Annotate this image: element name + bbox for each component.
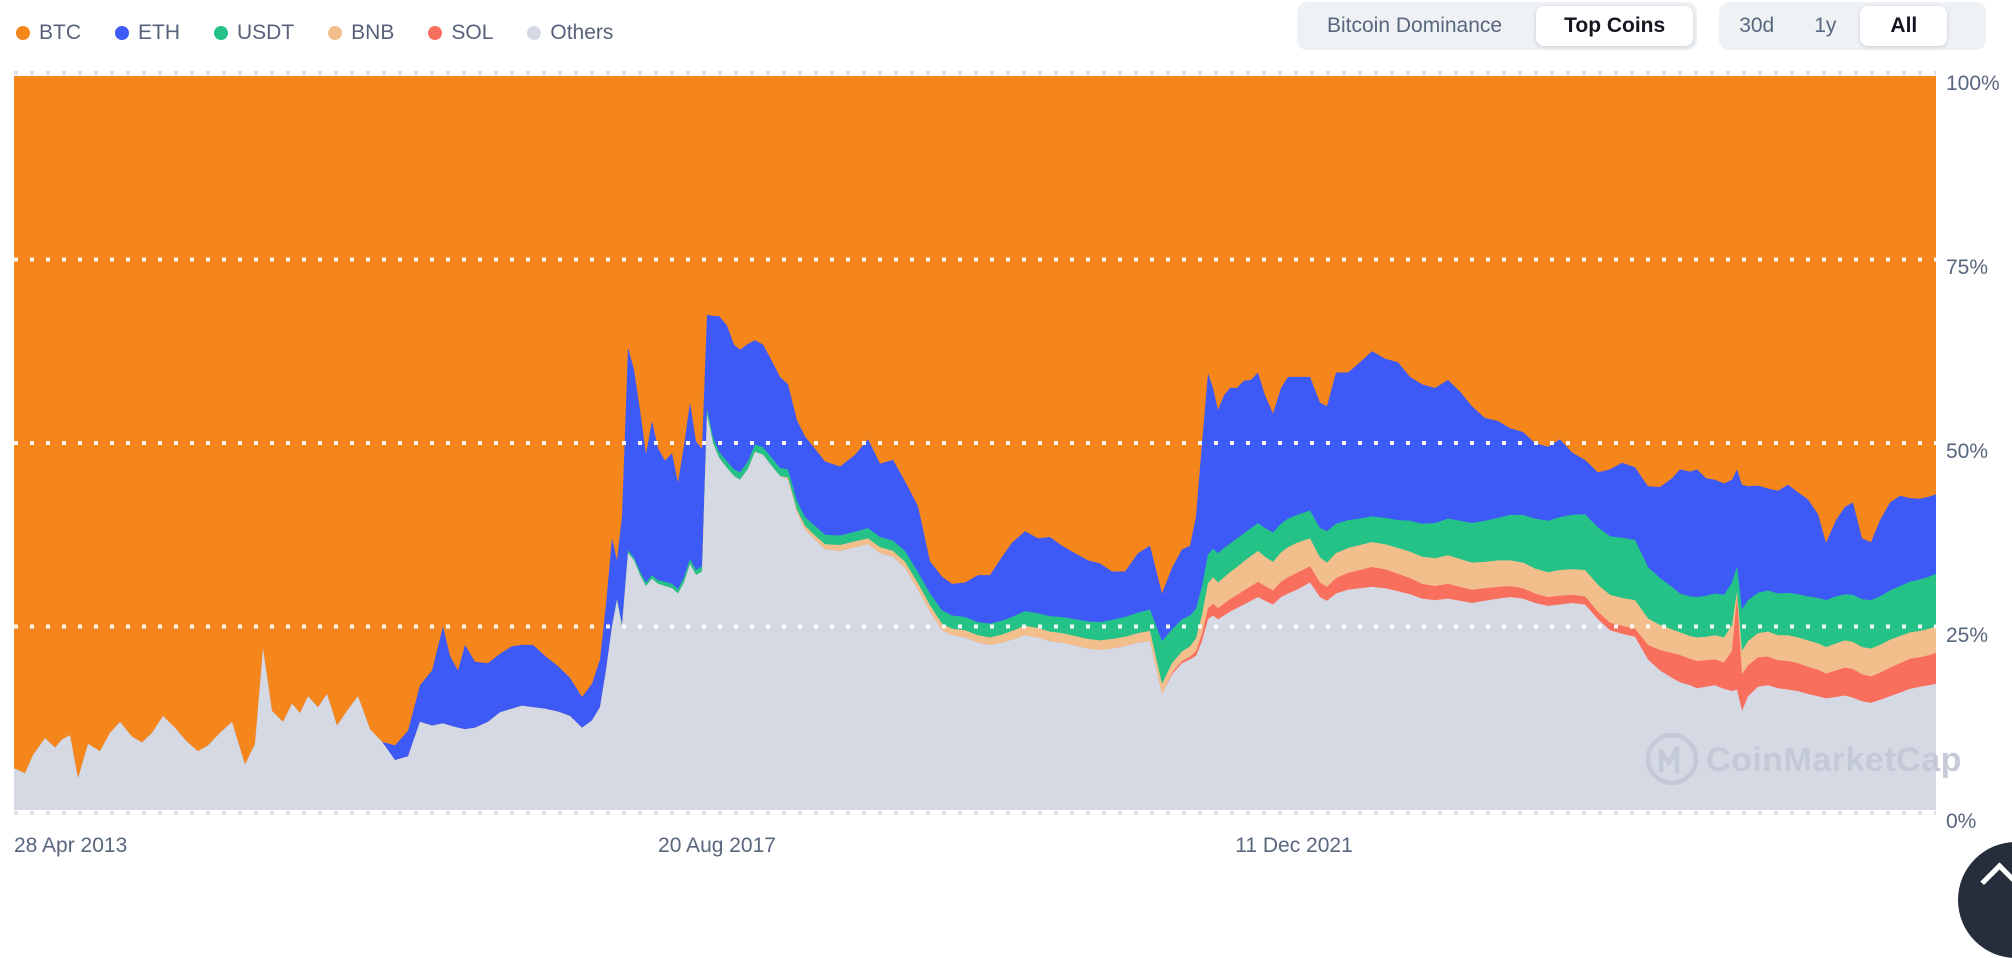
legend-label-bnb: BNB: [351, 21, 395, 44]
y-axis-label-75: 75%: [1946, 256, 1989, 279]
legend-label-eth: ETH: [138, 21, 180, 44]
chevron-up-icon: [1980, 862, 2012, 901]
x-axis-label-2017: 20 Aug 2017: [658, 834, 776, 857]
chart-controls: Bitcoin Dominance Top Coins 30d 1y All: [1297, 2, 1987, 50]
watermark-text: CoinMarketCap: [1706, 741, 1962, 779]
others-dot-icon: [527, 26, 542, 40]
gridlines: [14, 71, 1936, 815]
legend-label-sol: SOL: [451, 21, 494, 44]
legend-item-eth[interactable]: ETH: [115, 18, 180, 48]
range-all-button[interactable]: All: [1860, 6, 1948, 46]
view-toggle-group: Bitcoin Dominance Top Coins: [1297, 2, 1698, 50]
coinmarketcap-logo-m-icon: [1658, 745, 1680, 775]
y-axis-label-100: 100%: [1946, 72, 2000, 95]
range-toggle-group: 30d 1y All: [1719, 2, 1987, 50]
top-coins-button[interactable]: Top Coins: [1536, 6, 1694, 46]
x-axis-label-2021: 11 Dec 2021: [1235, 834, 1353, 857]
chart-legend: BTC ETH USDT BNB SOL Others: [16, 18, 613, 48]
usdt-dot-icon: [214, 26, 228, 40]
y-axis-label-0: 0%: [1946, 810, 1977, 833]
legend-item-bnb[interactable]: BNB: [328, 18, 394, 48]
sol-dot-icon: [428, 26, 443, 40]
range-1y-button[interactable]: 1y: [1794, 2, 1856, 50]
eth-dot-icon: [115, 26, 129, 40]
btc-dot-icon: [16, 26, 30, 40]
x-axis-label-2013: 28 Apr 2013: [14, 834, 128, 857]
legend-item-usdt[interactable]: USDT: [214, 18, 294, 48]
coinmarketcap-watermark: CoinMarketCap: [1645, 732, 1962, 786]
legend-item-others[interactable]: Others: [527, 18, 613, 48]
dominance-area-chart[interactable]: CoinMarketCap: [0, 0, 2012, 870]
bitcoin-dominance-button[interactable]: Bitcoin Dominance: [1297, 2, 1532, 50]
coinmarketcap-logo-icon: [1645, 732, 1699, 786]
legend-label-usdt: USDT: [237, 21, 295, 44]
y-axis-label-25: 25%: [1946, 624, 1989, 647]
y-axis-label-50: 50%: [1946, 440, 1989, 463]
bnb-dot-icon: [328, 26, 343, 40]
legend-item-sol[interactable]: SOL: [428, 18, 493, 48]
legend-label-btc: BTC: [39, 21, 81, 44]
range-30d-button[interactable]: 30d: [1719, 2, 1794, 50]
legend-label-others: Others: [550, 21, 614, 44]
legend-item-btc[interactable]: BTC: [16, 18, 81, 48]
